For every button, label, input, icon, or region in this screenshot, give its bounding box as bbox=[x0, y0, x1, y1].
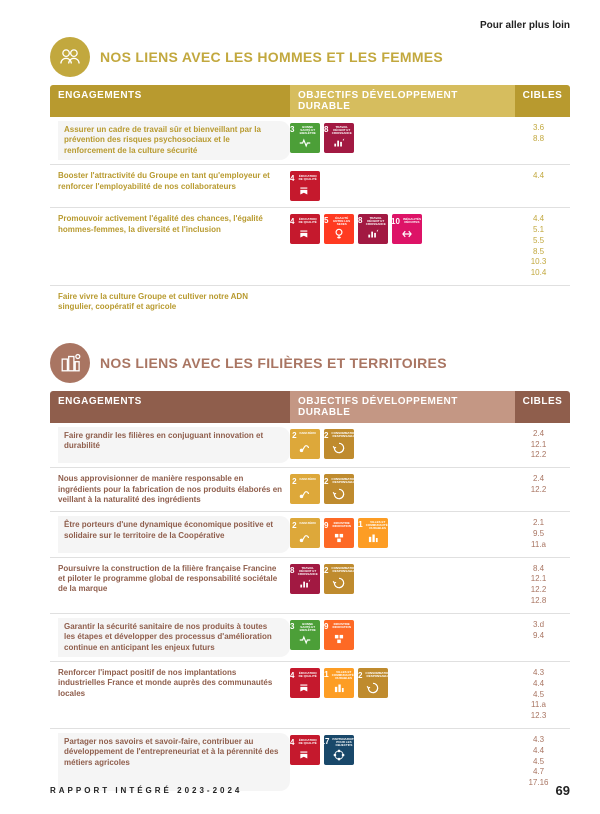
th-objectifs: OBJECTIFS DÉVELOPPEMENT DURABLE bbox=[290, 391, 515, 423]
cibles-list: 8.412.112.212.8 bbox=[511, 564, 566, 607]
sdg-tile-9: 9INDUSTRIE INNOVATION bbox=[324, 518, 354, 548]
sdg-tile-17: 17PARTENARIATS POUR LES OBJECTIFS bbox=[324, 735, 354, 765]
th-engagements: ENGAGEMENTS bbox=[50, 85, 290, 117]
engagement-text: Faire vivre la culture Groupe et cultive… bbox=[58, 292, 290, 313]
th-objectifs: OBJECTIFS DÉVELOPPEMENT DURABLE bbox=[290, 85, 515, 117]
engagement-row: Garantir la sécurité sanitaire de nos pr… bbox=[50, 614, 570, 662]
sdg-tile-2: 2FAIM ZÉRO bbox=[290, 429, 320, 459]
buildings-icon bbox=[50, 343, 90, 383]
rows-container: Assurer un cadre de travail sûr et bienv… bbox=[50, 117, 570, 319]
sdg-list: 2FAIM ZÉRO 12CONSOMMATION RESPONSABLE bbox=[290, 429, 511, 461]
cibles-list: 2.412.2 bbox=[511, 474, 566, 505]
engagement-row: Booster l'attractivité du Groupe en tant… bbox=[50, 165, 570, 208]
footer-report-title: RAPPORT INTÉGRÉ 2023-2024 bbox=[50, 786, 242, 795]
cibles-list: 4.34.44.54.717.16 bbox=[511, 735, 566, 789]
engagement-row: Nous approvisionner de manière responsab… bbox=[50, 468, 570, 512]
sdg-tile-4: 4ÉDUCATION DE QUALITÉ bbox=[290, 735, 320, 765]
sdg-tile-8: 8TRAVAIL DÉCENT ET CROISSANCE bbox=[290, 564, 320, 594]
engagement-text: Renforcer l'impact positif de nos implan… bbox=[58, 668, 290, 722]
cibles-list: 4.45.15.58.510.310.4 bbox=[511, 214, 566, 279]
sdg-tile-4: 4ÉDUCATION DE QUALITÉ bbox=[290, 214, 320, 244]
sdg-list: 4ÉDUCATION DE QUALITÉ 11VILLES ET COMMUN… bbox=[290, 668, 511, 722]
section-header: NOS LIENS AVEC LES FILIÈRES ET TERRITOIR… bbox=[50, 343, 570, 383]
engagement-row: Assurer un cadre de travail sûr et bienv… bbox=[50, 117, 570, 165]
engagement-row: Renforcer l'impact positif de nos implan… bbox=[50, 662, 570, 729]
engagement-text: Faire grandir les filières en conjuguant… bbox=[58, 427, 290, 463]
sdg-tile-11: 11VILLES ET COMMUNAUTÉS DURABLES bbox=[358, 518, 388, 548]
sdg-tile-5: 5ÉGALITÉ ENTRE LES SEXES bbox=[324, 214, 354, 244]
sdg-list: 3BONNE SANTÉ ET BIEN-ÊTRE 8TRAVAIL DÉCEN… bbox=[290, 123, 511, 158]
section-title: NOS LIENS AVEC LES HOMMES ET LES FEMMES bbox=[100, 49, 443, 65]
sdg-list: 2FAIM ZÉRO 9INDUSTRIE INNOVATION 11VILLE… bbox=[290, 518, 511, 550]
sdg-list: 8TRAVAIL DÉCENT ET CROISSANCE 12CONSOMMA… bbox=[290, 564, 511, 607]
sdg-tile-3: 3BONNE SANTÉ ET BIEN-ÊTRE bbox=[290, 620, 320, 650]
sdg-list: 3BONNE SANTÉ ET BIEN-ÊTRE 9INDUSTRIE INN… bbox=[290, 620, 511, 655]
sdg-tile-10: 10INÉGALITÉS RÉDUITES bbox=[392, 214, 422, 244]
engagement-text: Garantir la sécurité sanitaire de nos pr… bbox=[58, 618, 290, 657]
engagement-row: Poursuivre la construction de la filière… bbox=[50, 558, 570, 614]
th-engagements: ENGAGEMENTS bbox=[50, 391, 290, 423]
section-header: NOS LIENS AVEC LES HOMMES ET LES FEMMES bbox=[50, 37, 570, 77]
cibles-list: 3.d9.4 bbox=[511, 620, 566, 655]
sdg-tile-2: 2FAIM ZÉRO bbox=[290, 518, 320, 548]
engagement-text: Poursuivre la construction de la filière… bbox=[58, 564, 290, 607]
sdg-tile-12: 12CONSOMMATION RESPONSABLE bbox=[324, 429, 354, 459]
engagement-text: Assurer un cadre de travail sûr et bienv… bbox=[58, 121, 290, 160]
sdg-list: 4ÉDUCATION DE QUALITÉ bbox=[290, 171, 511, 201]
sdg-list: 4ÉDUCATION DE QUALITÉ 17PARTENARIATS POU… bbox=[290, 735, 511, 789]
cibles-list: 4.4 bbox=[511, 171, 566, 201]
th-cibles: CIBLES bbox=[515, 391, 570, 423]
sdg-tile-12: 12CONSOMMATION RESPONSABLE bbox=[324, 474, 354, 504]
page-body: Pour aller plus loin NOS LIENS AVEC LES … bbox=[0, 0, 600, 813]
table-header: ENGAGEMENTS OBJECTIFS DÉVELOPPEMENT DURA… bbox=[50, 391, 570, 423]
cibles-list: 2.19.511.a bbox=[511, 518, 566, 550]
sdg-list: 2FAIM ZÉRO 12CONSOMMATION RESPONSABLE bbox=[290, 474, 511, 505]
sdg-tile-12: 12CONSOMMATION RESPONSABLE bbox=[358, 668, 388, 698]
sdg-list: 4ÉDUCATION DE QUALITÉ 5ÉGALITÉ ENTRE LES… bbox=[290, 214, 511, 279]
section-title: NOS LIENS AVEC LES FILIÈRES ET TERRITOIR… bbox=[100, 355, 447, 371]
rows-container: Faire grandir les filières en conjuguant… bbox=[50, 423, 570, 795]
sdg-tile-11: 11VILLES ET COMMUNAUTÉS DURABLES bbox=[324, 668, 354, 698]
engagement-text: Nous approvisionner de manière responsab… bbox=[58, 474, 290, 505]
th-cibles: CIBLES bbox=[515, 85, 570, 117]
engagement-row: Faire grandir les filières en conjuguant… bbox=[50, 423, 570, 468]
sdg-tile-12: 12CONSOMMATION RESPONSABLE bbox=[324, 564, 354, 594]
cibles-list: 4.34.44.511.a12.3 bbox=[511, 668, 566, 722]
engagement-text: Booster l'attractivité du Groupe en tant… bbox=[58, 171, 290, 201]
engagement-text: Promouvoir activement l'égalité des chan… bbox=[58, 214, 290, 279]
engagement-row: Être porteurs d'une dynamique économique… bbox=[50, 512, 570, 557]
engagement-row: Promouvoir activement l'égalité des chan… bbox=[50, 208, 570, 286]
cibles-list: 3.68.8 bbox=[511, 123, 566, 158]
sdg-tile-4: 4ÉDUCATION DE QUALITÉ bbox=[290, 171, 320, 201]
sdg-tile-4: 4ÉDUCATION DE QUALITÉ bbox=[290, 668, 320, 698]
page-footer: RAPPORT INTÉGRÉ 2023-2024 69 bbox=[50, 783, 570, 798]
cibles-list bbox=[511, 292, 566, 313]
page-number: 69 bbox=[556, 783, 570, 798]
section-people: NOS LIENS AVEC LES HOMMES ET LES FEMMES … bbox=[50, 37, 570, 337]
people-icon bbox=[50, 37, 90, 77]
sdg-tile-8: 8TRAVAIL DÉCENT ET CROISSANCE bbox=[358, 214, 388, 244]
table-header: ENGAGEMENTS OBJECTIFS DÉVELOPPEMENT DURA… bbox=[50, 85, 570, 117]
section-territories: NOS LIENS AVEC LES FILIÈRES ET TERRITOIR… bbox=[50, 343, 570, 813]
engagement-row: Faire vivre la culture Groupe et cultive… bbox=[50, 286, 570, 319]
sdg-tile-8: 8TRAVAIL DÉCENT ET CROISSANCE bbox=[324, 123, 354, 153]
sdg-list bbox=[290, 292, 511, 313]
sdg-tile-3: 3BONNE SANTÉ ET BIEN-ÊTRE bbox=[290, 123, 320, 153]
top-right-label: Pour aller plus loin bbox=[50, 20, 570, 31]
cibles-list: 2.412.112.2 bbox=[511, 429, 566, 461]
sdg-tile-9: 9INDUSTRIE INNOVATION bbox=[324, 620, 354, 650]
engagement-text: Être porteurs d'une dynamique économique… bbox=[58, 516, 290, 552]
sdg-tile-2: 2FAIM ZÉRO bbox=[290, 474, 320, 504]
